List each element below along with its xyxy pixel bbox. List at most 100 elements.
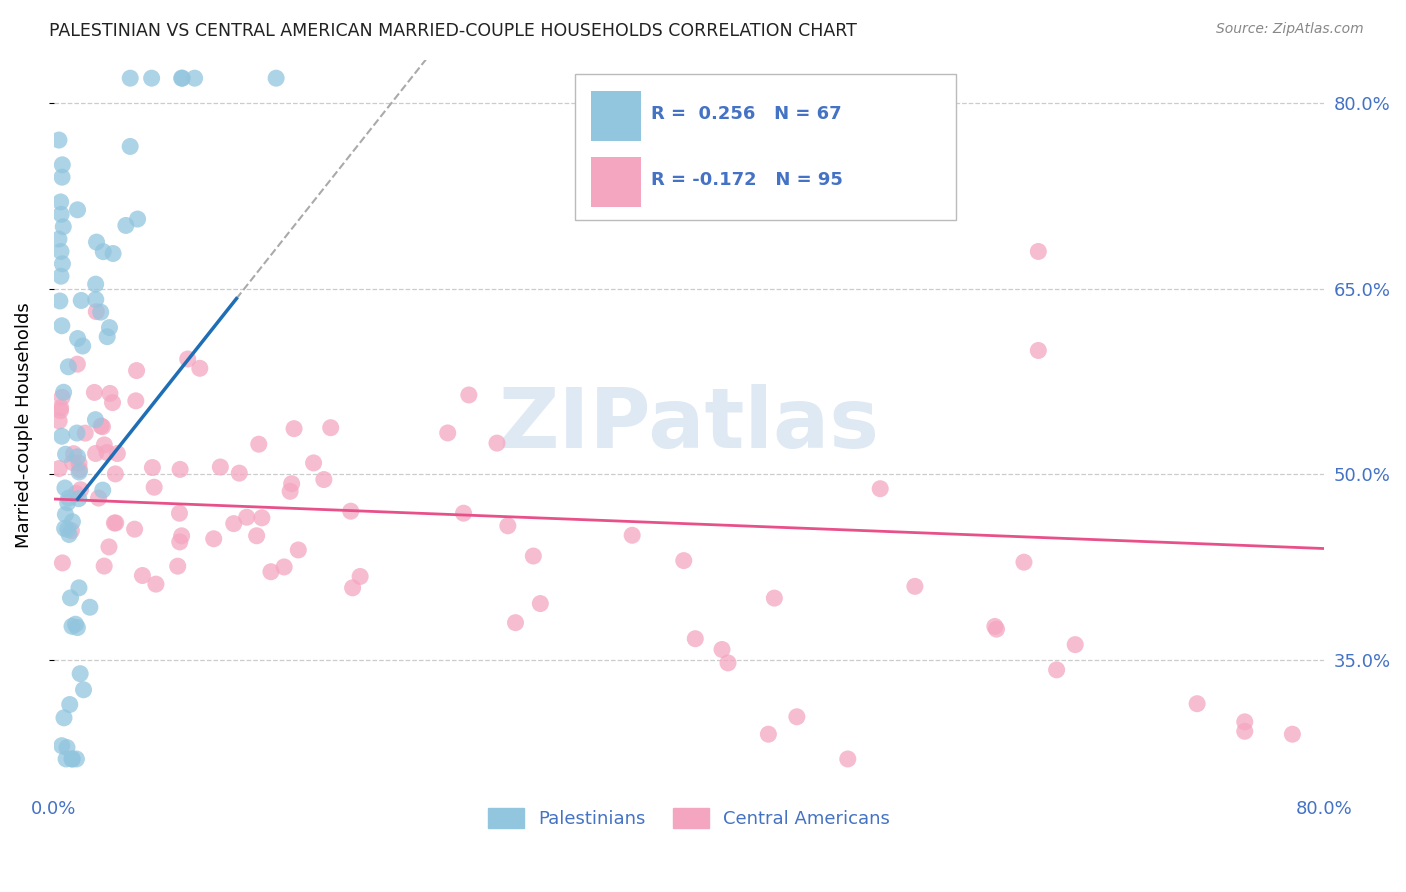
- Point: [984, 619, 1007, 633]
- Point: [457, 388, 479, 402]
- Point: [283, 422, 305, 436]
- Point: [53, 521, 76, 535]
- Point: [55, 752, 77, 766]
- Point: [103, 516, 125, 530]
- Point: [59, 698, 82, 712]
- Point: [170, 71, 193, 86]
- Point: [52, 385, 75, 400]
- Point: [72, 339, 94, 353]
- Point: [60, 752, 83, 766]
- Text: R =  0.256   N = 67: R = 0.256 N = 67: [651, 105, 842, 123]
- Point: [202, 532, 225, 546]
- Point: [124, 522, 146, 536]
- Point: [55, 447, 77, 461]
- Point: [1185, 697, 1208, 711]
- Text: ZIPatlas: ZIPatlas: [499, 384, 880, 466]
- Point: [98, 320, 121, 334]
- Point: [49, 269, 72, 284]
- Point: [62, 447, 84, 461]
- Point: [188, 361, 211, 376]
- Point: [621, 528, 644, 542]
- Point: [84, 446, 107, 460]
- Point: [49, 403, 72, 417]
- Point: [96, 445, 118, 459]
- Point: [120, 71, 142, 86]
- Point: [104, 467, 127, 481]
- Point: [170, 529, 193, 543]
- Point: [1233, 714, 1256, 729]
- Point: [1046, 663, 1069, 677]
- Point: [717, 656, 740, 670]
- Point: [72, 682, 94, 697]
- Point: [48, 232, 70, 246]
- Point: [685, 632, 707, 646]
- FancyBboxPatch shape: [591, 91, 641, 142]
- Point: [49, 194, 72, 209]
- Point: [287, 543, 309, 558]
- Point: [49, 401, 72, 415]
- Point: [67, 581, 90, 595]
- Point: [260, 565, 283, 579]
- Point: [104, 516, 127, 530]
- Point: [52, 219, 75, 234]
- Point: [141, 71, 163, 86]
- Point: [141, 460, 163, 475]
- Point: [105, 446, 128, 460]
- Point: [90, 419, 112, 434]
- Point: [436, 425, 458, 440]
- Point: [505, 615, 527, 630]
- Point: [53, 711, 76, 725]
- Point: [67, 465, 90, 479]
- Point: [904, 579, 927, 593]
- Point: [48, 133, 70, 147]
- Point: [169, 462, 191, 476]
- Point: [51, 257, 73, 271]
- Y-axis label: Married-couple Households: Married-couple Households: [15, 301, 32, 548]
- Point: [84, 293, 107, 307]
- Point: [91, 483, 114, 497]
- Point: [55, 508, 77, 522]
- Point: [529, 597, 551, 611]
- Point: [83, 385, 105, 400]
- Point: [986, 622, 1008, 636]
- Point: [222, 516, 245, 531]
- Point: [235, 510, 257, 524]
- Point: [48, 461, 70, 475]
- Point: [125, 363, 148, 377]
- Point: [48, 414, 70, 428]
- Point: [65, 752, 87, 766]
- Point: [143, 480, 166, 494]
- Point: [90, 305, 112, 319]
- Point: [209, 460, 232, 475]
- Point: [339, 504, 361, 518]
- Point: [66, 357, 89, 371]
- Point: [1012, 555, 1035, 569]
- Point: [66, 450, 89, 464]
- Point: [302, 456, 325, 470]
- Point: [56, 496, 79, 510]
- Text: R = -0.172   N = 95: R = -0.172 N = 95: [651, 171, 842, 189]
- Point: [273, 560, 295, 574]
- Point: [96, 329, 118, 343]
- Point: [91, 419, 114, 434]
- Point: [453, 506, 475, 520]
- FancyBboxPatch shape: [591, 157, 641, 207]
- Point: [101, 246, 124, 260]
- Point: [280, 476, 302, 491]
- Point: [51, 429, 73, 443]
- Point: [264, 71, 287, 86]
- Point: [93, 438, 115, 452]
- Point: [342, 581, 364, 595]
- Point: [786, 710, 808, 724]
- Point: [62, 515, 84, 529]
- Point: [69, 666, 91, 681]
- Point: [66, 621, 89, 635]
- Point: [1064, 638, 1087, 652]
- Point: [51, 739, 73, 753]
- Point: [98, 386, 121, 401]
- Point: [177, 351, 200, 366]
- Point: [60, 619, 83, 633]
- Point: [49, 244, 72, 259]
- Point: [246, 529, 269, 543]
- Point: [75, 426, 97, 441]
